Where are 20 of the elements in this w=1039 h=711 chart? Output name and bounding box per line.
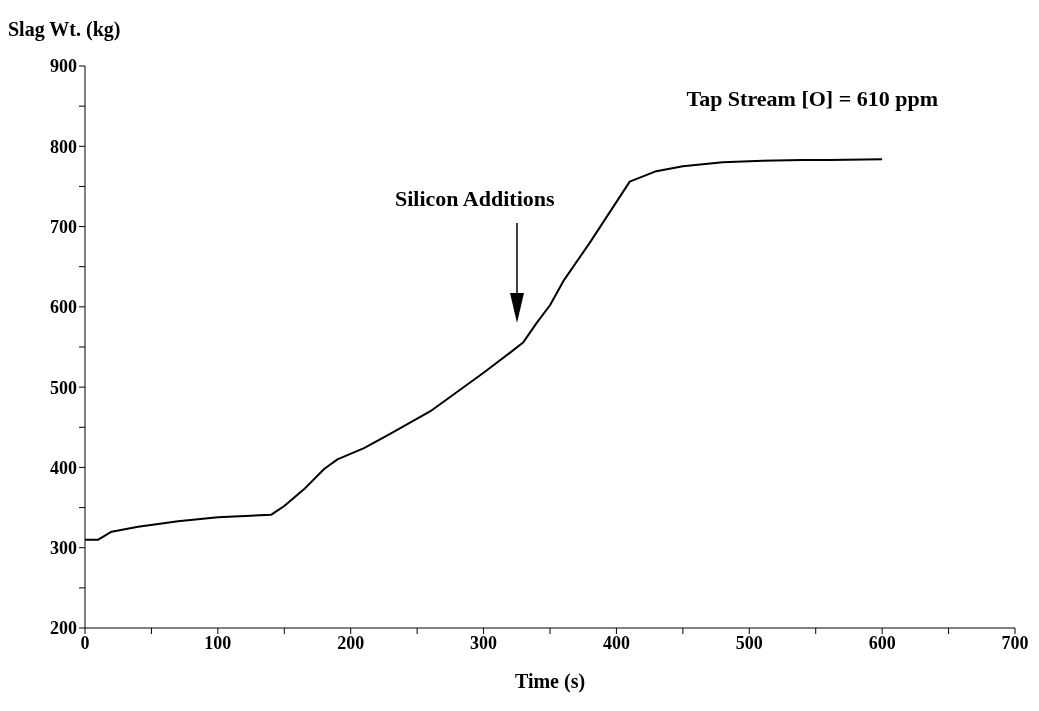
x-tick-label: 200 [337, 632, 365, 653]
x-tick-label: 600 [868, 632, 896, 653]
y-tick-label: 500 [50, 377, 77, 398]
x-tick-label: 400 [602, 632, 630, 653]
annotation: Silicon Additions [395, 186, 555, 212]
x-tick-label: 300 [470, 632, 498, 653]
annotation: Tap Stream [O] = 610 ppm [686, 86, 938, 112]
x-tick-label: 0 [80, 632, 90, 653]
y-tick-label: 600 [50, 297, 77, 318]
y-tick-label: 300 [50, 538, 77, 559]
x-tick-label: 700 [1001, 632, 1029, 653]
y-tick-label: 900 [50, 56, 77, 77]
x-axis-title: Time (s) [514, 670, 586, 693]
y-axis-title: Slag Wt. (kg) [8, 18, 121, 41]
y-tick-label: 400 [50, 457, 77, 478]
x-tick-label: 100 [204, 632, 232, 653]
y-tick-label: 700 [50, 216, 77, 237]
y-tick-label: 800 [50, 136, 77, 157]
x-tick-label: 500 [735, 632, 763, 653]
y-tick-label: 200 [50, 618, 77, 639]
